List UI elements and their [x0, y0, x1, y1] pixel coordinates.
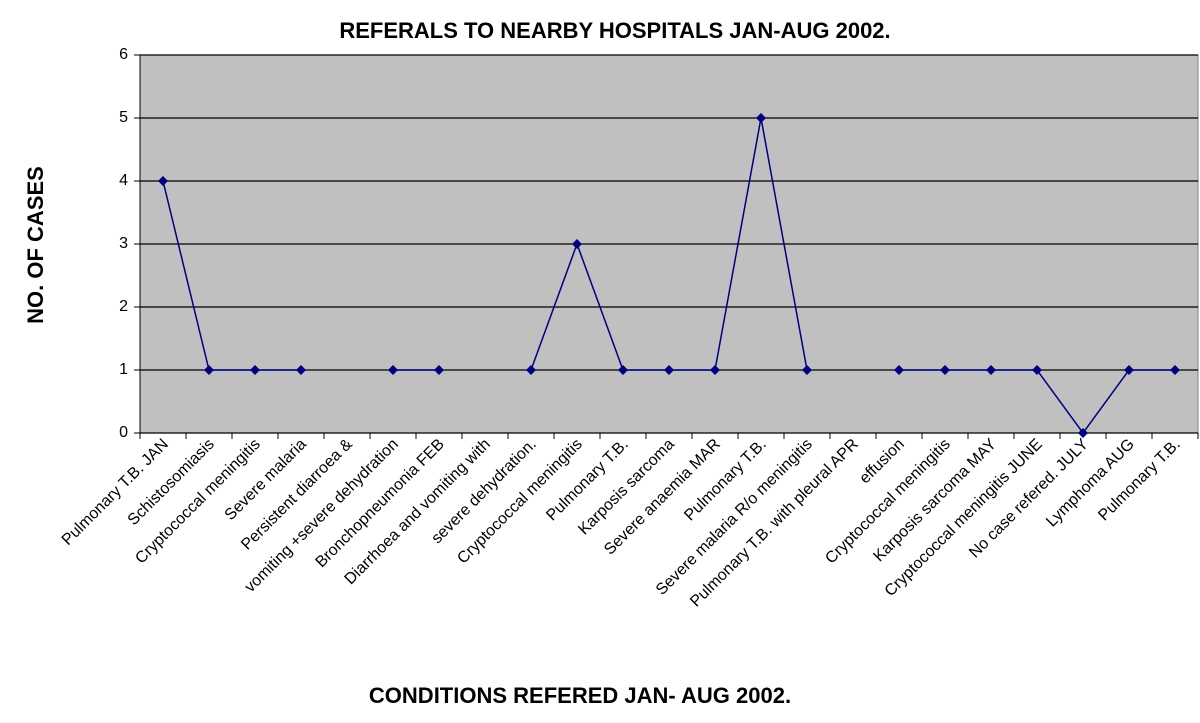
- data-marker: [158, 176, 168, 186]
- data-marker: [894, 365, 904, 375]
- data-marker: [388, 365, 398, 375]
- x-tick-label: Pulmonary T.B. with pleural APR: [687, 436, 862, 611]
- data-marker: [1124, 365, 1134, 375]
- data-marker: [572, 239, 582, 249]
- y-axis-title: NO. OF CASES: [23, 166, 48, 324]
- x-tick-label: Severe malaria: [222, 436, 310, 524]
- data-line: [162, 117, 1175, 435]
- data-marker: [940, 365, 950, 375]
- data-marker: [802, 365, 812, 375]
- y-tick-label: 4: [119, 172, 128, 189]
- data-marker: [618, 365, 628, 375]
- data-marker: [1078, 428, 1088, 438]
- y-tick-label: 2: [119, 298, 128, 315]
- data-marker: [1032, 365, 1042, 375]
- y-tick-label: 6: [119, 46, 128, 63]
- data-marker: [296, 365, 306, 375]
- y-tick-label: 3: [119, 235, 128, 252]
- data-marker: [526, 365, 536, 375]
- x-tick-label: Pulmonary T.B.: [681, 436, 770, 525]
- data-marker: [204, 365, 214, 375]
- data-marker: [1170, 365, 1180, 375]
- data-marker: [434, 365, 444, 375]
- chart-title: REFERALS TO NEARBY HOSPITALS JAN-AUG 200…: [339, 18, 890, 43]
- data-marker: [986, 365, 996, 375]
- x-axis-title: CONDITIONS REFERED JAN- AUG 2002.: [369, 683, 791, 708]
- y-tick-label: 5: [119, 109, 128, 126]
- data-marker: [664, 365, 674, 375]
- y-tick-label: 1: [119, 361, 128, 378]
- data-marker: [756, 113, 766, 123]
- data-marker: [710, 365, 720, 375]
- x-tick-label: Pulmonary T.B.: [543, 436, 632, 525]
- x-tick-label: Pulmonary T.B.: [1095, 436, 1184, 525]
- y-tick-label: 0: [119, 424, 128, 441]
- data-marker: [250, 365, 260, 375]
